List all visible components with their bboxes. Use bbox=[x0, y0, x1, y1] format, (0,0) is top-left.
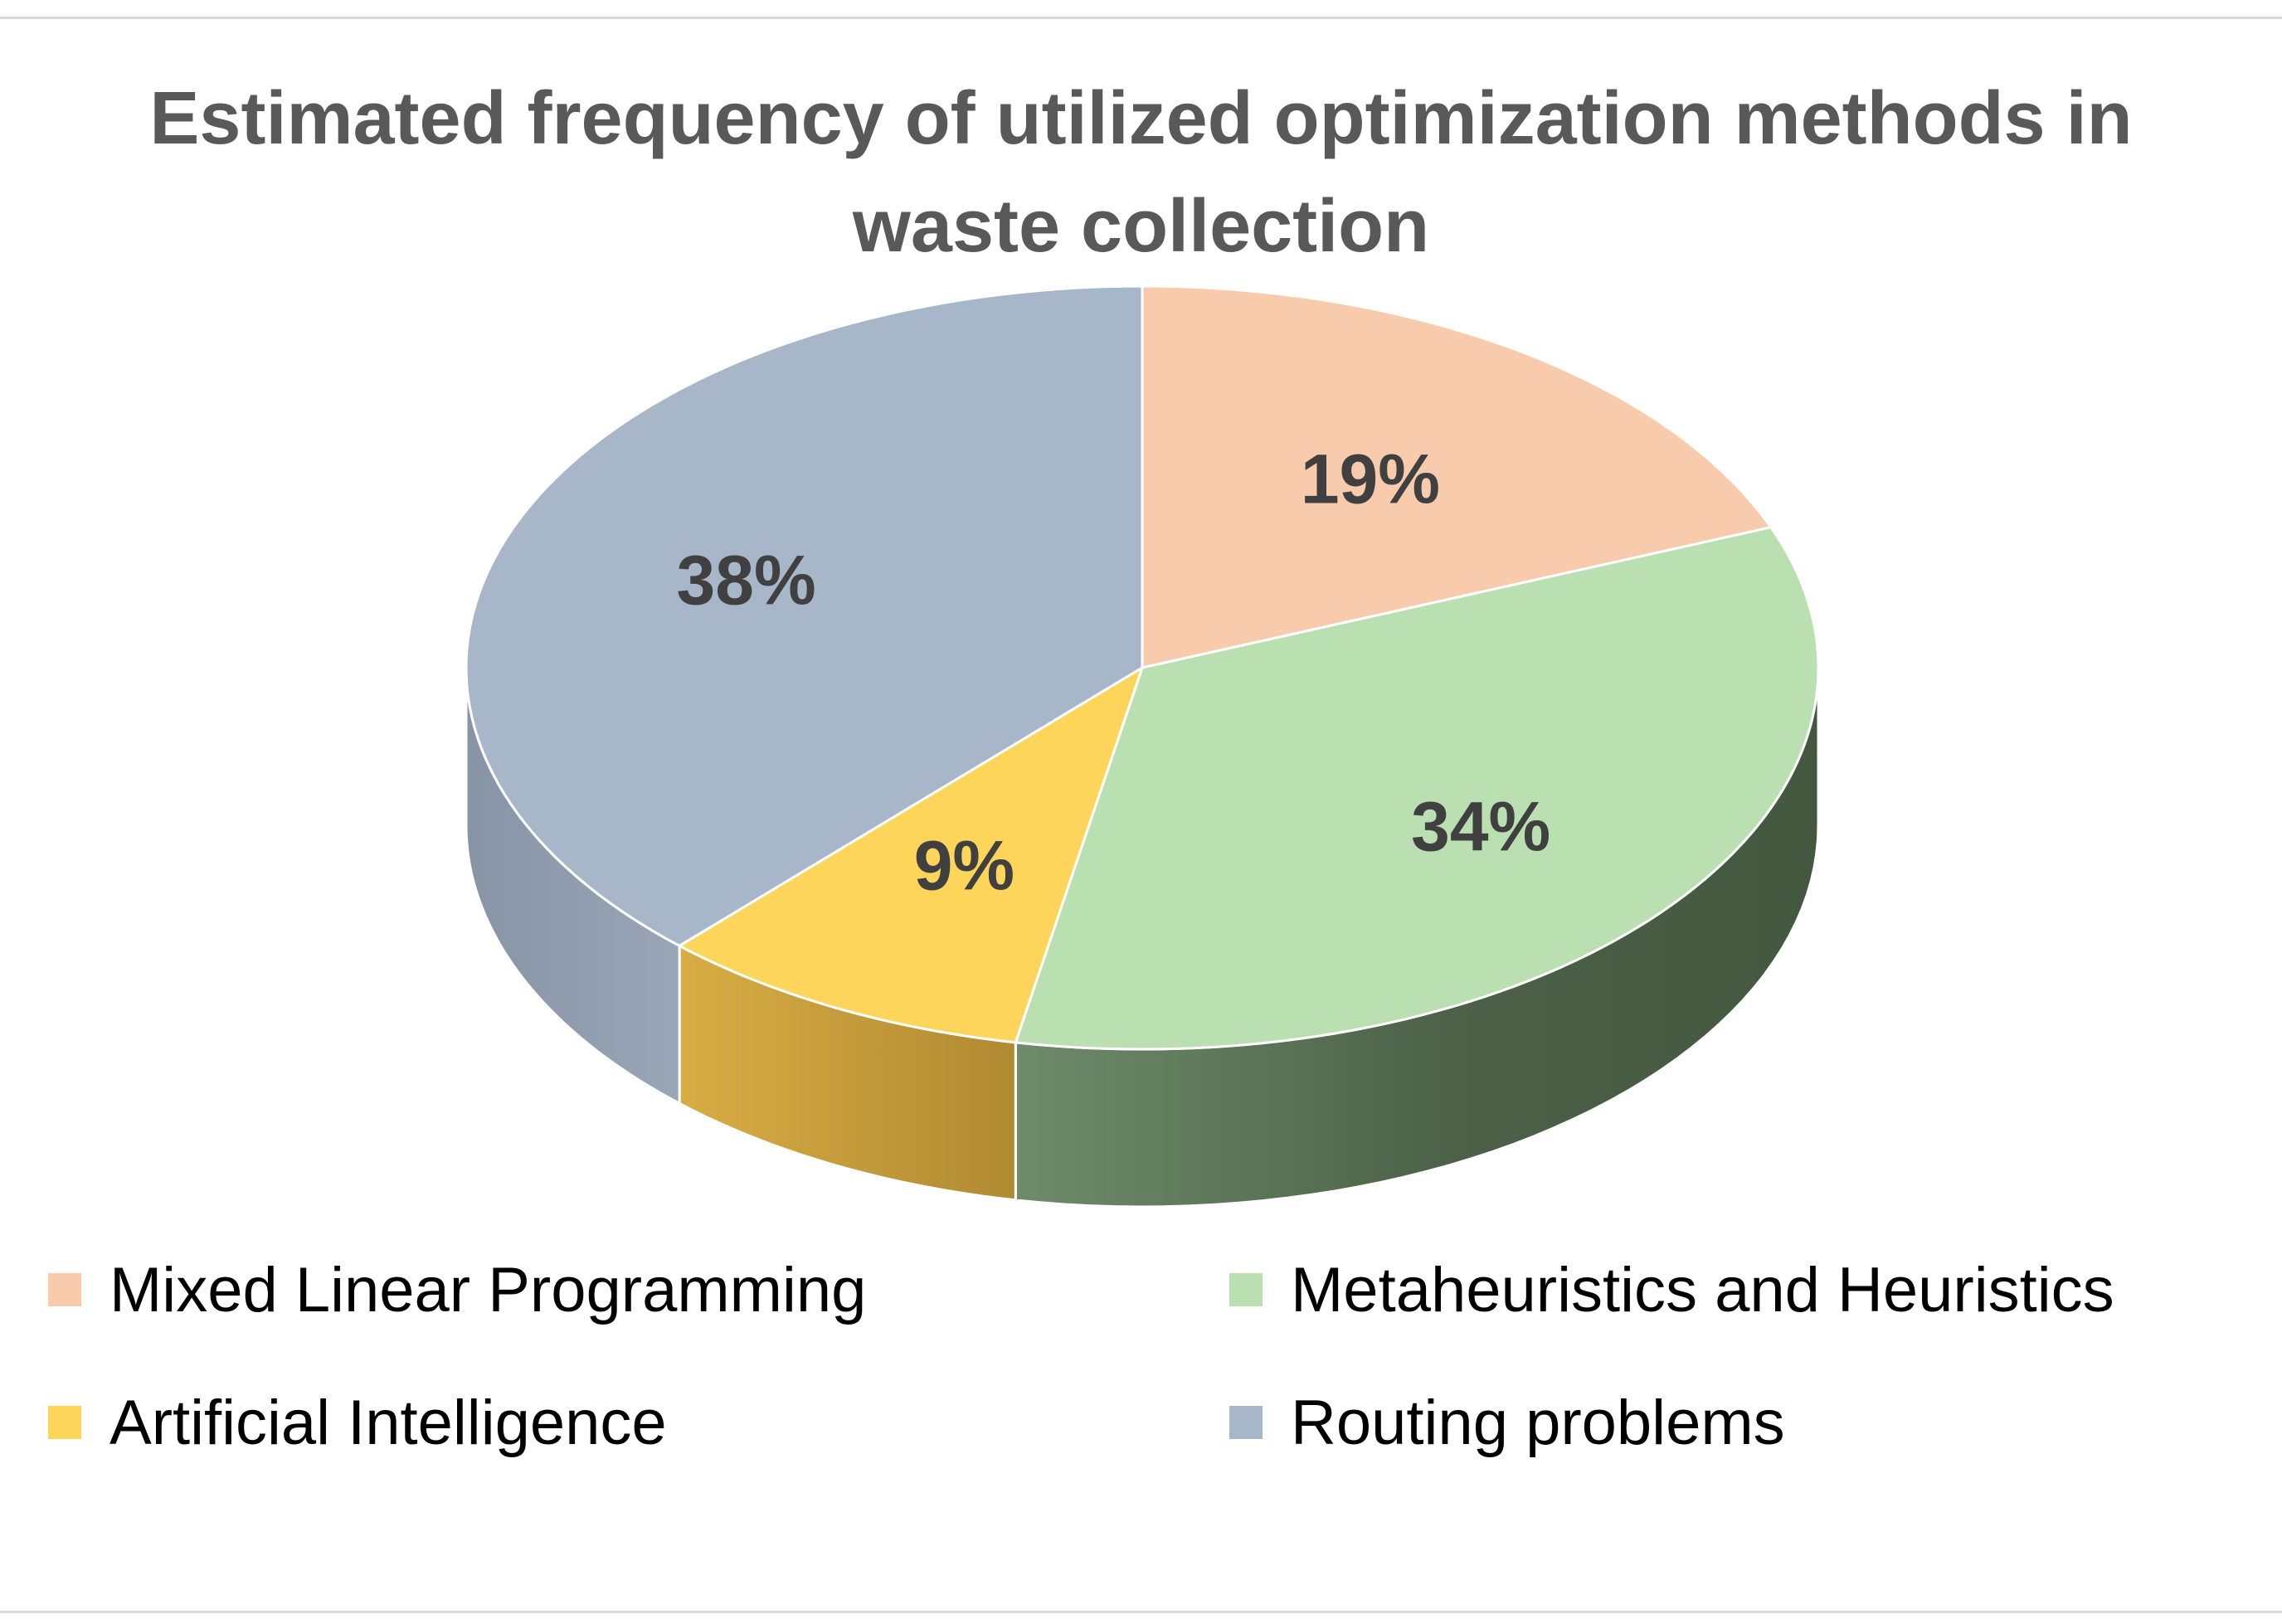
data-label-metaheuristics-and-heuristics: 34% bbox=[1411, 788, 1550, 866]
legend-label-artificial-intelligence: Artificial Intelligence bbox=[109, 1387, 667, 1458]
data-label-mixed-linear-programming: 19% bbox=[1301, 440, 1440, 518]
pie-top-faces bbox=[465, 284, 1820, 1051]
data-label-artificial-intelligence: 9% bbox=[914, 827, 1014, 905]
legend-swatch-metaheuristics-and-heuristics bbox=[1229, 1273, 1263, 1306]
pie-data-labels: 19% 34% 9% 38% bbox=[677, 440, 1551, 905]
legend-label-mixed-linear-programming: Mixed Linear Programming bbox=[109, 1254, 867, 1325]
chart-title: Estimated frequency of utilized optimiza… bbox=[0, 65, 2282, 280]
top-border-line bbox=[0, 17, 2282, 19]
legend-item-routing-problems: Routing problems bbox=[1229, 1377, 1785, 1468]
legend-item-metaheuristics-and-heuristics: Metaheuristics and Heuristics bbox=[1229, 1244, 2114, 1335]
pie-slice-mixed-linear-programming bbox=[1141, 284, 1773, 669]
pie-slice-metaheuristics-and-heuristics bbox=[1014, 526, 1820, 1051]
legend-swatch-routing-problems bbox=[1229, 1406, 1263, 1439]
legend-swatch-mixed-linear-programming bbox=[48, 1273, 81, 1306]
legend-swatch-artificial-intelligence bbox=[48, 1406, 81, 1439]
pie-slice-routing-problems bbox=[465, 284, 1144, 947]
legend-label-metaheuristics-and-heuristics: Metaheuristics and Heuristics bbox=[1291, 1254, 2114, 1325]
pie-slice-artificial-intelligence bbox=[678, 666, 1144, 1044]
legend-label-routing-problems: Routing problems bbox=[1291, 1387, 1785, 1458]
data-label-routing-problems: 38% bbox=[677, 541, 816, 619]
legend-item-mixed-linear-programming: Mixed Linear Programming bbox=[48, 1244, 866, 1335]
legend-item-artificial-intelligence: Artificial Intelligence bbox=[48, 1377, 667, 1468]
chart-title-text: Estimated frequency of utilized optimiza… bbox=[149, 77, 2133, 268]
bottom-border-line bbox=[0, 1611, 2282, 1613]
legend: Mixed Linear Programming Metaheuristics a… bbox=[0, 1244, 2282, 1526]
